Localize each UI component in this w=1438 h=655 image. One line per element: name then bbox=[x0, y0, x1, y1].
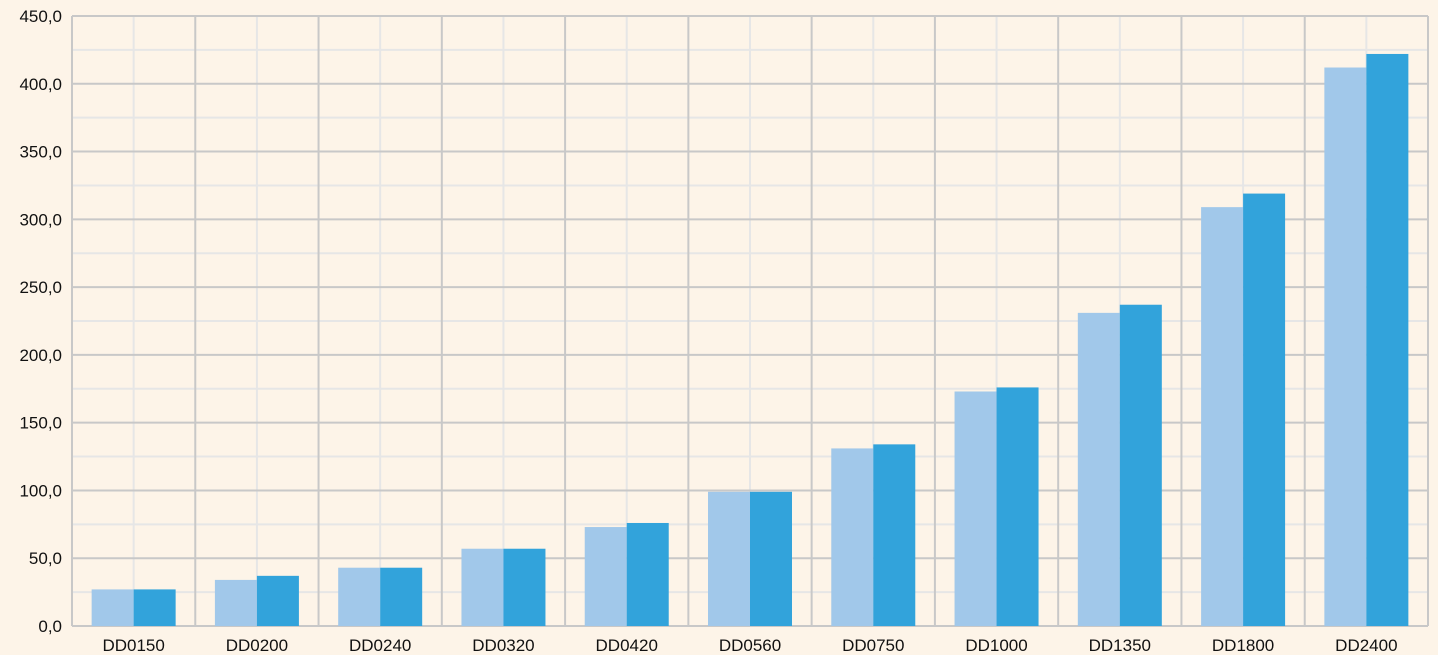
bar-series-2-dd1350 bbox=[1119, 304, 1162, 626]
bar-series-2-dd0200 bbox=[256, 575, 299, 626]
x-tick-label: DD1350 bbox=[1089, 636, 1151, 655]
bar-series-1-dd0320 bbox=[461, 548, 504, 626]
bar-series-1-dd1000 bbox=[954, 391, 997, 626]
bar-series-2-dd0150 bbox=[133, 589, 176, 626]
bar-series-1-dd1350 bbox=[1077, 312, 1120, 626]
x-tick-label: DD0420 bbox=[596, 636, 658, 655]
bar-series-1-dd1800 bbox=[1201, 207, 1244, 626]
x-tick-label: DD0200 bbox=[226, 636, 288, 655]
bar-series-2-dd1000 bbox=[996, 387, 1039, 626]
x-tick-label: DD1000 bbox=[965, 636, 1027, 655]
x-tick-label: DD2400 bbox=[1335, 636, 1397, 655]
y-tick-label: 0,0 bbox=[38, 617, 62, 636]
bar-series-2-dd0240 bbox=[380, 567, 423, 626]
bar-series-2-dd0320 bbox=[503, 548, 546, 626]
x-tick-label: DD0750 bbox=[842, 636, 904, 655]
bar-series-1-dd0240 bbox=[338, 567, 381, 626]
x-tick-label: DD1800 bbox=[1212, 636, 1274, 655]
x-tick-label: DD0560 bbox=[719, 636, 781, 655]
bar-series-2-dd1800 bbox=[1243, 193, 1286, 627]
x-tick-label: DD0320 bbox=[472, 636, 534, 655]
y-tick-label: 150,0 bbox=[19, 414, 62, 433]
x-tick-label: DD0240 bbox=[349, 636, 411, 655]
bar-series-2-dd0560 bbox=[750, 491, 792, 626]
y-tick-label: 200,0 bbox=[19, 346, 62, 365]
bar-series-2-dd2400 bbox=[1366, 53, 1409, 626]
bar-series-1-dd0750 bbox=[831, 448, 874, 626]
y-tick-label: 450,0 bbox=[19, 7, 62, 26]
y-tick-label: 50,0 bbox=[29, 549, 62, 568]
y-tick-label: 350,0 bbox=[19, 143, 62, 162]
bar-series-2-dd0750 bbox=[873, 444, 916, 626]
y-tick-label: 400,0 bbox=[19, 75, 62, 94]
bar-series-1-dd0200 bbox=[214, 579, 257, 626]
y-tick-label: 250,0 bbox=[19, 278, 62, 297]
x-tick-label: DD0150 bbox=[102, 636, 164, 655]
bar-series-2-dd0420 bbox=[626, 522, 669, 626]
y-tick-label: 100,0 bbox=[19, 481, 62, 500]
y-tick-label: 300,0 bbox=[19, 210, 62, 229]
bar-series-1-dd0150 bbox=[91, 589, 134, 626]
bar-series-1-dd0560 bbox=[708, 491, 750, 626]
bar-series-1-dd2400 bbox=[1324, 67, 1367, 626]
bar-series-1-dd0420 bbox=[584, 527, 627, 626]
